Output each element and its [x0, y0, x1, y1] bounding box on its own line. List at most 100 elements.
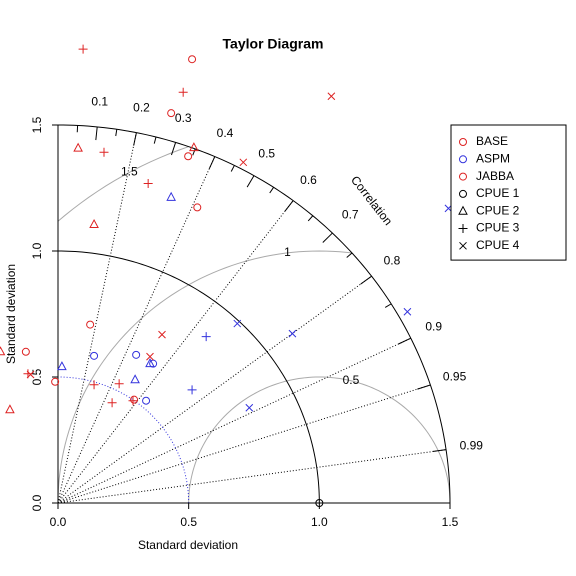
point: [145, 358, 155, 368]
point: [57, 361, 67, 371]
point: [142, 396, 151, 405]
legend-symbol: [459, 155, 467, 164]
reference-point: [315, 499, 324, 507]
point: [107, 398, 117, 408]
point: [90, 351, 99, 360]
correlation-tick-label: 0.4: [217, 126, 234, 140]
correlation-tick: [417, 384, 431, 390]
rms-contour: [58, 250, 450, 503]
correlation-tick-label: 0.8: [384, 254, 401, 268]
point: [26, 370, 35, 379]
correlation-minor-tick: [115, 129, 118, 137]
y-tick-label: 0.5: [30, 368, 44, 385]
correlation-line: [57, 337, 412, 504]
legend-symbol: [459, 241, 467, 250]
x-tick-label: 1.5: [442, 515, 459, 529]
correlation-tick: [284, 200, 294, 212]
legend-symbol: [458, 205, 468, 215]
legend-label: CPUE 2: [476, 203, 520, 217]
correlation-line: [57, 275, 372, 504]
correlation-minor-tick: [192, 148, 196, 156]
point: [146, 352, 154, 361]
legend-label: CPUE 1: [476, 186, 520, 200]
point: [89, 380, 99, 390]
correlation-line: [57, 200, 294, 504]
point: [73, 142, 83, 152]
rms-label: 0.5: [343, 373, 360, 387]
correlation-tick-label: 0.1: [91, 95, 108, 109]
correlation-tick-label: 0.3: [175, 111, 192, 125]
point: [189, 142, 199, 152]
correlation-minor-tick: [230, 165, 235, 172]
correlation-tick-label: 0.9: [425, 320, 442, 334]
legend-label: CPUE 3: [476, 221, 520, 235]
point: [233, 319, 242, 328]
point: [403, 307, 412, 316]
point: [21, 347, 30, 356]
correlation-tick: [208, 156, 216, 169]
x-tick-label: 0.5: [180, 515, 197, 529]
point: [245, 403, 254, 412]
correlation-line: [57, 156, 216, 504]
x-axis-label: Standard deviation: [138, 538, 238, 552]
sd-arc: [57, 250, 320, 504]
x-tick-label: 1.0: [311, 515, 328, 529]
correlation-tick: [95, 126, 98, 141]
correlation-line: [57, 384, 431, 504]
point: [158, 330, 166, 339]
correlation-tick: [360, 275, 372, 285]
point: [78, 44, 88, 54]
correlation-minor-tick: [153, 136, 157, 144]
correlation-tick: [398, 337, 412, 345]
correlation-tick: [432, 449, 447, 453]
legend-symbol: [458, 224, 468, 233]
plot-layer: 0.5 1 1.5 0.1 0.2 0.3 0.4 0.5 0.6 0.7 0.8 0.9 0.95 0.…: [57, 95, 484, 504]
point: [0, 346, 6, 356]
point: [184, 152, 193, 161]
point: [239, 158, 248, 167]
correlation-tick-label: 0.7: [342, 208, 359, 222]
point: [187, 385, 197, 395]
correlation-tick: [246, 175, 255, 188]
point: [288, 329, 297, 338]
y-tick-label: 1.5: [30, 116, 44, 133]
point: [178, 87, 188, 97]
rms-contour: [188, 376, 450, 503]
point: [51, 377, 60, 386]
point: [201, 332, 211, 342]
rms-label: 1: [284, 245, 291, 259]
point: [89, 218, 99, 229]
legend-label: JABBA: [476, 169, 514, 183]
legend-symbol: [459, 138, 467, 146]
point: [99, 147, 109, 157]
y-tick-label: 0.0: [30, 494, 44, 511]
correlation-minor-tick: [346, 252, 353, 258]
sd-arc: [57, 376, 190, 504]
point: [114, 379, 124, 389]
correlation-tick: [133, 132, 137, 146]
y-axis-label: Standard deviation: [4, 264, 18, 364]
point: [167, 109, 176, 118]
correlation-tick-label: 0.99: [460, 438, 484, 452]
legend-symbol: [459, 189, 467, 198]
legend-label: CPUE 4: [476, 238, 520, 252]
correlation-line: [57, 132, 137, 504]
correlation-tick-label: 0.5: [258, 147, 275, 161]
correlation-minor-tick: [307, 215, 314, 222]
point: [130, 395, 139, 404]
correlation-tick: [171, 142, 177, 156]
y-tick-label: 1.0: [30, 242, 44, 259]
point: [86, 320, 95, 329]
legend-label: BASE: [476, 134, 508, 148]
point: [128, 396, 138, 406]
legend-box: [450, 124, 567, 261]
correlation-tick-label: 0.6: [300, 173, 317, 187]
point: [130, 374, 140, 384]
outer-arc: [57, 124, 451, 504]
correlation-minor-tick: [269, 187, 275, 194]
correlation-tick: [322, 232, 333, 243]
point: [143, 178, 153, 188]
legend-label: ASPM: [476, 151, 510, 165]
rms-label: 1.5: [121, 165, 138, 179]
